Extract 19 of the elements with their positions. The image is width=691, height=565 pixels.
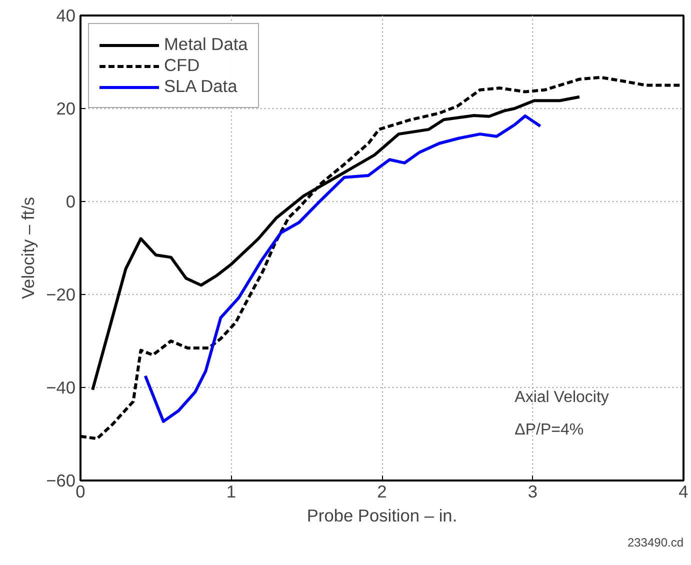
legend-label: CFD bbox=[164, 55, 200, 76]
annotation: Axial Velocity bbox=[514, 389, 609, 406]
x-tick-label: 3 bbox=[528, 482, 538, 502]
x-tick-label: 1 bbox=[226, 482, 236, 502]
y-tick-label: −60 bbox=[46, 470, 76, 490]
annotation: ΔP/P=4% bbox=[514, 422, 584, 439]
y-tick-label: 20 bbox=[56, 98, 76, 118]
y-tick-label: −40 bbox=[46, 378, 76, 398]
y-axis-title: Velocity – ft/s bbox=[18, 196, 38, 300]
legend-label: Metal Data bbox=[164, 34, 248, 55]
legend-label: SLA Data bbox=[164, 76, 238, 97]
x-tick-label: 2 bbox=[377, 482, 387, 502]
y-tick-label: −20 bbox=[46, 284, 76, 304]
y-tick-label: 40 bbox=[56, 6, 76, 26]
line-series bbox=[91, 95, 581, 392]
y-tick-label: 0 bbox=[66, 192, 76, 212]
x-axis-title: Probe Position – in. bbox=[306, 506, 458, 526]
x-tick-label: 4 bbox=[678, 482, 689, 502]
text: 233490.cd bbox=[627, 536, 684, 550]
